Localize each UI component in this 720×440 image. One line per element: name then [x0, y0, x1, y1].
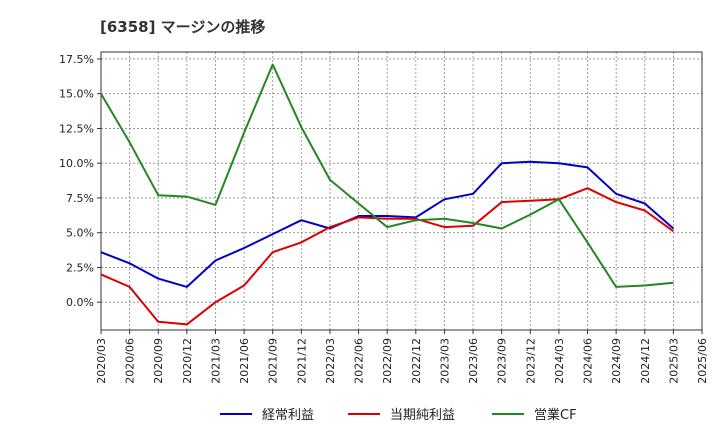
y-tick-label: 10.0% [59, 157, 94, 170]
x-tick-label: 2022/09 [381, 338, 394, 384]
grid-layer [100, 52, 703, 330]
x-tick-label: 2024/12 [639, 338, 652, 384]
x-tick-label: 2022/12 [410, 338, 423, 384]
axis-layer: 0.0% 2.5% 5.0% 7.5% 10.0% 12.5% 15.0% 17.5% 2020… [59, 51, 709, 384]
x-tick-label: 2020/03 [95, 338, 108, 384]
series-line-2 [100, 63, 674, 288]
x-tick-label: 2022/06 [353, 338, 366, 384]
x-tick-label: 2023/03 [438, 338, 451, 384]
series-line-0 [100, 160, 675, 288]
x-tick-label: 2023/09 [496, 338, 509, 384]
legend-label-2: 営業CF [534, 407, 577, 423]
x-tick-label: 2024/09 [610, 338, 623, 384]
y-tick-label: 5.0% [66, 227, 94, 240]
y-tick-label: 7.5% [66, 192, 94, 205]
x-tick-label: 2020/06 [124, 338, 137, 384]
y-tick-label: 15.0% [59, 88, 94, 101]
legend: 経常利益 当期純利益 営業CF [220, 407, 577, 423]
y-tick-label: 0.0% [66, 296, 94, 309]
x-tick-label: 2025/06 [696, 338, 709, 384]
x-tick-label: 2021/03 [209, 338, 222, 384]
series-layer [100, 63, 675, 326]
x-tick-label: 2023/12 [524, 338, 537, 384]
x-tick-label: 2020/12 [181, 338, 194, 384]
y-tick-label: 2.5% [66, 261, 94, 274]
x-tick-label: 2022/03 [324, 338, 337, 384]
x-tick-label: 2021/06 [238, 338, 251, 384]
x-tick-label: 2020/09 [152, 338, 165, 384]
series-line-1 [100, 187, 674, 326]
x-tick-label: 2025/03 [667, 338, 680, 384]
y-tick-label: 12.5% [59, 122, 94, 135]
x-tick-label: 2021/09 [267, 338, 280, 384]
x-tick-label: 2023/06 [467, 338, 480, 384]
x-tick-label: 2024/03 [553, 338, 566, 384]
y-tick-label: 17.5% [59, 53, 94, 66]
plot-frame [100, 51, 703, 331]
x-tick-label: 2024/06 [582, 338, 595, 384]
legend-label-0: 経常利益 [262, 408, 314, 423]
legend-label-1: 当期純利益 [390, 408, 455, 423]
chart-title: [6358] マージンの推移 [100, 18, 265, 36]
x-tick-label: 2021/12 [295, 338, 308, 384]
